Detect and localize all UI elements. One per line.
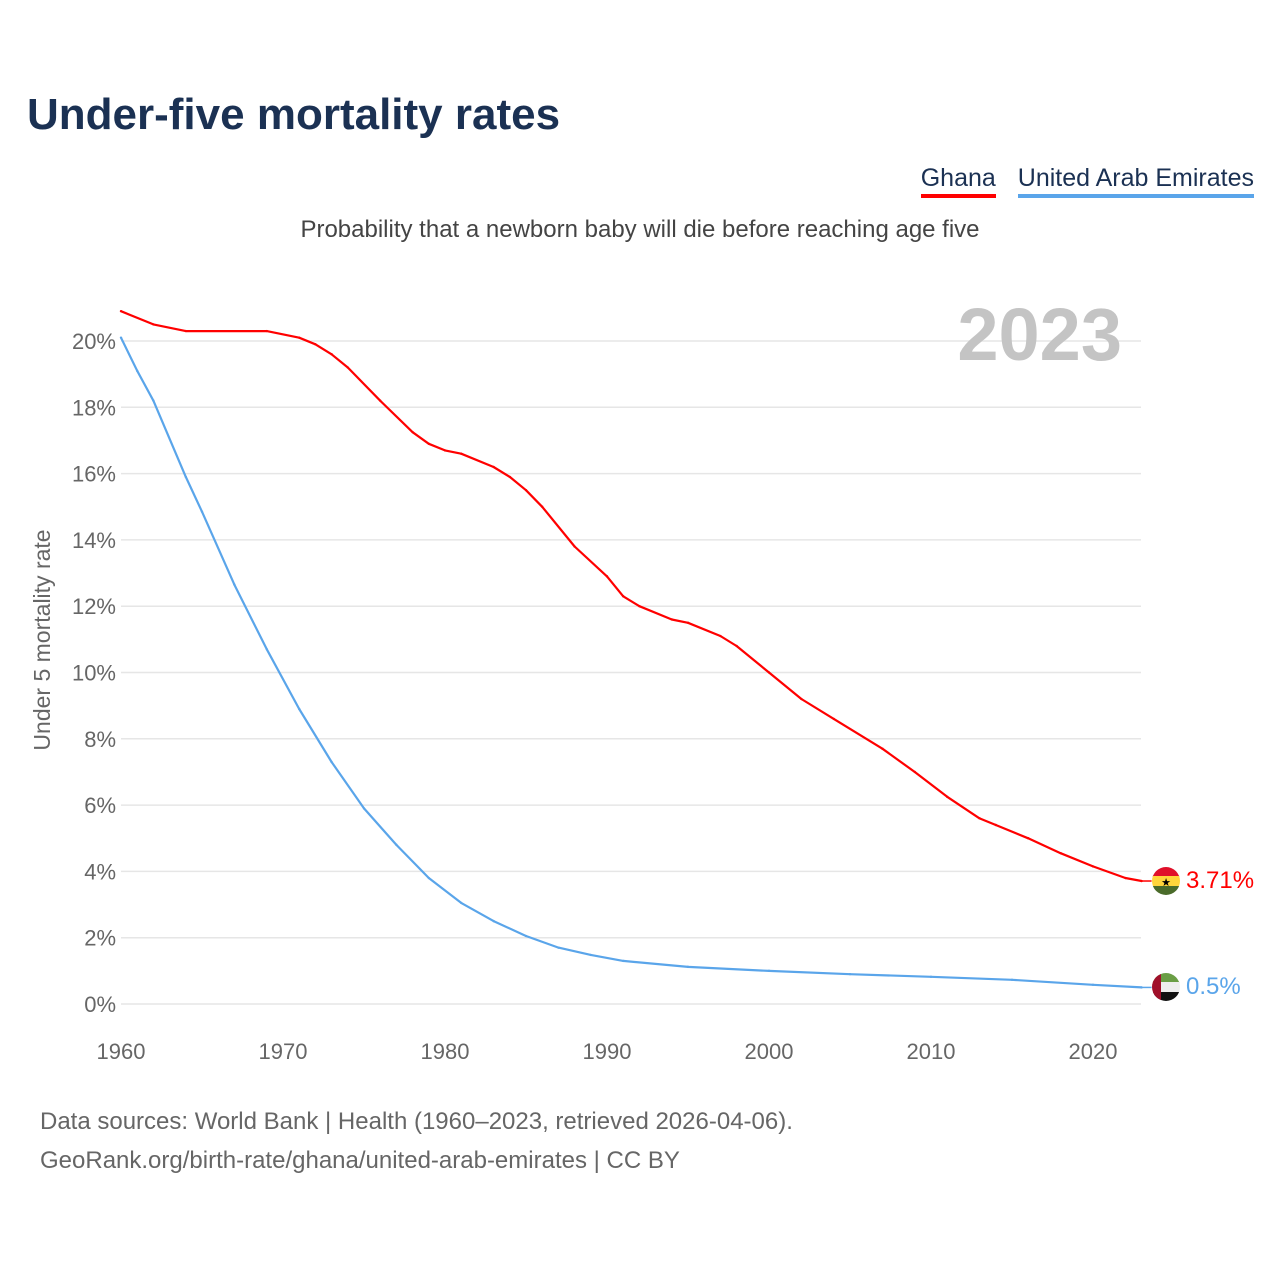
- data-point: [395, 843, 398, 847]
- data-point: [605, 575, 609, 578]
- legend: Ghana United Arab Emirates: [920, 164, 1254, 198]
- y-tick-label: 6%: [84, 793, 116, 818]
- data-point: [1010, 978, 1014, 982]
- chart-subtitle: Probability that a newborn baby will die…: [300, 216, 980, 243]
- series-line-ghana: [120, 310, 1142, 883]
- y-tick-label: 8%: [84, 727, 116, 752]
- uae-flag-icon: [1152, 973, 1180, 1001]
- data-sources: Data sources: World Bank | Health (1960–…: [40, 1108, 793, 1135]
- data-point: [460, 452, 463, 455]
- series-line-uae: [120, 337, 1142, 989]
- data-point: [848, 972, 852, 976]
- data-point: [184, 475, 187, 479]
- page-title: Under-five mortality rates: [27, 90, 561, 139]
- y-tick-label: 0%: [84, 992, 116, 1017]
- data-point: [978, 817, 981, 820]
- legend-item-ghana[interactable]: Ghana: [920, 164, 996, 198]
- data-point: [460, 901, 463, 905]
- data-point: [298, 707, 301, 711]
- data-point: [1091, 983, 1095, 986]
- data-point: [994, 823, 997, 827]
- data-point: [800, 697, 803, 701]
- y-axis-label: Under 5 mortality rate: [29, 529, 55, 750]
- data-point: [330, 353, 333, 356]
- data-point: [524, 934, 528, 938]
- data-point: [427, 876, 430, 880]
- x-tick-label: 1980: [421, 1039, 470, 1064]
- data-point: [1059, 851, 1062, 855]
- x-tick-label: 2010: [907, 1039, 956, 1064]
- data-point: [719, 634, 722, 638]
- y-tick-label: 4%: [84, 859, 116, 884]
- data-point: [524, 488, 528, 492]
- data-point: [557, 946, 560, 949]
- data-point: [233, 583, 236, 586]
- data-point: [767, 969, 771, 973]
- data-point: [913, 770, 916, 774]
- data-point: [881, 747, 884, 750]
- data-point: [1027, 837, 1030, 840]
- y-tick-label: 14%: [72, 528, 116, 553]
- data-point: [265, 329, 268, 333]
- data-point: [589, 953, 592, 957]
- data-point: [622, 595, 625, 598]
- data-point: [265, 648, 268, 651]
- svg-text:★: ★: [1161, 877, 1171, 889]
- y-tick-label: 12%: [72, 594, 116, 619]
- ghana-end-label: 3.71%: [1186, 867, 1254, 894]
- data-point: [330, 760, 333, 764]
- data-point: [735, 644, 738, 648]
- x-tick-label: 1970: [259, 1039, 308, 1064]
- uae-end-label: 0.5%: [1186, 973, 1241, 1000]
- y-tick-label: 16%: [72, 462, 116, 487]
- data-point: [686, 621, 690, 624]
- data-point: [443, 449, 447, 452]
- data-point: [492, 465, 495, 469]
- data-point: [670, 618, 673, 621]
- x-tick-label: 2020: [1069, 1039, 1118, 1064]
- data-point: [492, 919, 495, 923]
- x-tick-label: 1960: [97, 1039, 146, 1064]
- data-point: [346, 366, 349, 369]
- year-watermark: 2023: [957, 293, 1122, 376]
- data-point: [541, 505, 544, 508]
- x-tick-label: 1990: [583, 1039, 632, 1064]
- y-tick-label: 2%: [84, 926, 116, 951]
- data-point: [1091, 865, 1095, 868]
- data-point: [573, 545, 576, 548]
- x-tick-label: 2000: [745, 1039, 794, 1064]
- data-point: [767, 671, 771, 674]
- data-point: [119, 309, 123, 313]
- legend-item-uae[interactable]: United Arab Emirates: [1017, 164, 1254, 198]
- data-point: [152, 323, 155, 326]
- source-url[interactable]: GeoRank.org/birth-rate/ghana/united-arab…: [40, 1147, 680, 1174]
- data-point: [411, 430, 414, 434]
- data-point: [946, 795, 949, 799]
- data-point: [508, 475, 511, 479]
- data-point: [1124, 876, 1127, 880]
- y-tick-label: 20%: [72, 329, 116, 354]
- data-point: [379, 399, 382, 402]
- y-tick-label: 18%: [72, 395, 116, 420]
- data-point: [298, 336, 301, 339]
- data-point: [200, 510, 204, 513]
- data-point: [622, 959, 625, 963]
- data-point: [686, 965, 690, 969]
- ghana-flag-icon: ★: [1152, 867, 1180, 895]
- data-point: [314, 343, 317, 346]
- data-point: [832, 717, 835, 721]
- data-point: [136, 369, 139, 373]
- data-point: [184, 329, 187, 333]
- data-point: [119, 336, 123, 339]
- data-point: [362, 807, 366, 810]
- data-point: [638, 605, 641, 608]
- y-tick-label: 10%: [72, 661, 116, 686]
- data-point: [427, 442, 430, 445]
- data-point: [152, 399, 155, 402]
- data-point: [929, 975, 933, 979]
